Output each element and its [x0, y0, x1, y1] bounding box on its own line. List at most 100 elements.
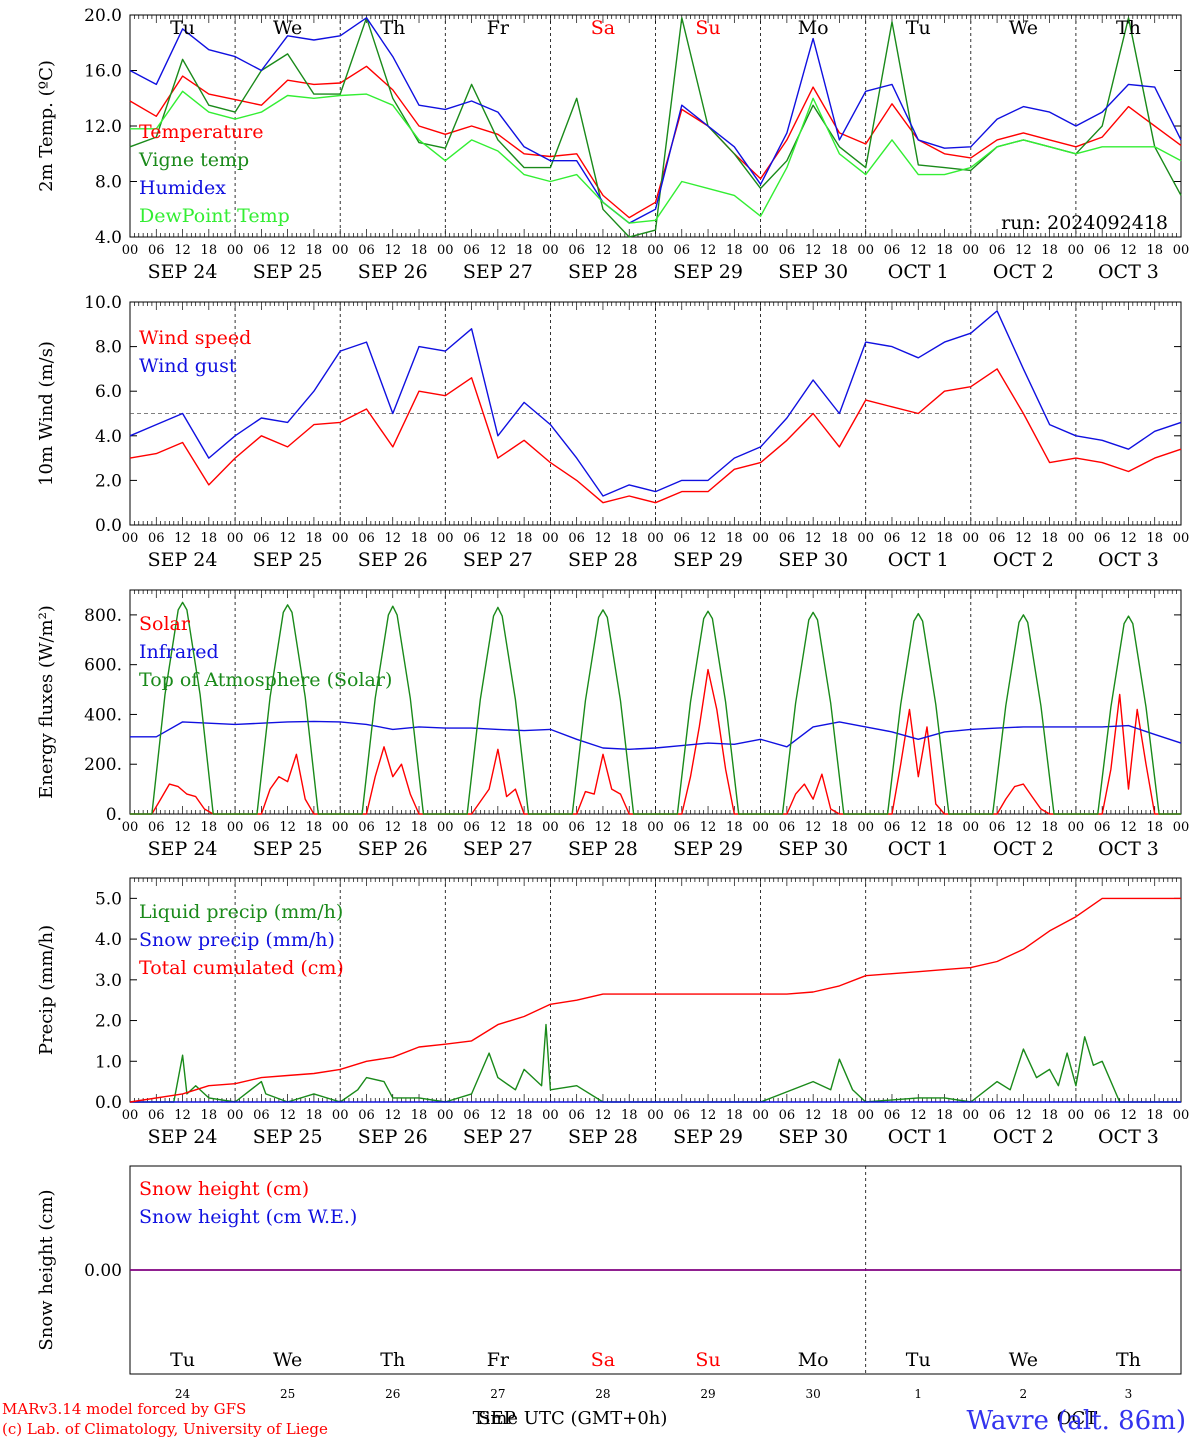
- hour-tick-label: 18: [201, 1108, 218, 1123]
- hour-tick-label: 12: [700, 243, 717, 258]
- weekday-label: Sa: [591, 17, 615, 39]
- hour-tick-label: 06: [1094, 820, 1111, 835]
- hour-tick-label: 12: [700, 1108, 717, 1123]
- hour-tick-label: 12: [1015, 243, 1032, 258]
- hour-tick-label: 00: [542, 1108, 559, 1123]
- legend-entry: Infrared: [139, 641, 219, 663]
- legend-entry: Wind gust: [139, 355, 237, 377]
- hour-tick-label: 12: [174, 243, 191, 258]
- y-axis-label: 2m Temp. (ºC): [36, 60, 57, 192]
- y-tick-label: 600.: [84, 656, 122, 676]
- series-line-wind-speed: [129, 368, 1182, 504]
- hour-tick-label: 12: [805, 1108, 822, 1123]
- hour-tick-label: 06: [358, 820, 375, 835]
- hour-tick-label: 12: [1120, 1108, 1137, 1123]
- legend-entry: Liquid precip (mm/h): [139, 901, 343, 923]
- y-tick-label: 1.0: [95, 1052, 122, 1072]
- date-tick-label: SEP 25: [253, 261, 323, 283]
- hour-tick-label: 12: [910, 1108, 927, 1123]
- date-tick-label: SEP 26: [358, 1126, 428, 1148]
- hour-tick-label: 06: [358, 531, 375, 546]
- hour-tick-label: 18: [726, 1108, 743, 1123]
- date-tick-label: SEP 29: [673, 838, 743, 860]
- y-axis-label: Snow height (cm): [36, 1189, 57, 1350]
- hour-tick-label: 00: [1173, 531, 1190, 546]
- hour-tick-label: 12: [910, 820, 927, 835]
- hour-tick-label: 00: [437, 243, 454, 258]
- weekday-label: Tu: [170, 17, 195, 39]
- hour-tick-label: 12: [1120, 243, 1137, 258]
- hour-tick-label: 00: [332, 531, 349, 546]
- hour-tick-label: 12: [384, 531, 401, 546]
- date-tick-label: SEP 26: [358, 261, 428, 283]
- hour-tick-label: 12: [279, 820, 296, 835]
- hour-tick-label: 12: [174, 1108, 191, 1123]
- hour-tick-label: 06: [463, 531, 480, 546]
- legend-entry: Top of Atmosphere (Solar): [139, 669, 392, 691]
- date-tick-label: SEP 27: [463, 549, 533, 571]
- weekday-label: Th: [380, 17, 405, 39]
- series-line-total-cumulated-cm: [129, 897, 1181, 1103]
- date-tick-label: SEP 28: [568, 261, 638, 283]
- hour-tick-label: 00: [647, 243, 664, 258]
- y-tick-label: 3.0: [95, 971, 122, 991]
- y-tick-label: 2.0: [95, 1012, 122, 1032]
- month-overlay-right: OCT: [1057, 1408, 1098, 1429]
- hour-tick-label: 18: [621, 243, 638, 258]
- hour-tick-label: 18: [831, 531, 848, 546]
- hour-tick-label: 06: [148, 243, 165, 258]
- y-axis-label: Energy fluxes (W/m²): [36, 605, 57, 799]
- hour-tick-label: 06: [779, 820, 796, 835]
- series-line-liquid-precip-mm-h: [130, 1023, 1181, 1103]
- panel-4: 00 06 12 18 00 06 12 18 00 06 12 18 00 06 12 18 00 06 12 18…: [36, 877, 1190, 1148]
- hour-tick-label: 18: [726, 531, 743, 546]
- hour-tick-label: 06: [779, 1108, 796, 1123]
- y-tick-label: 6.0: [95, 382, 122, 402]
- y-axis-label: Precip (mm/h): [36, 925, 57, 1055]
- hour-tick-label: 06: [989, 531, 1006, 546]
- legend-entry: Total cumulated (cm): [139, 957, 344, 979]
- hour-tick-label: 12: [595, 531, 612, 546]
- hour-tick-label: 00: [332, 1108, 349, 1123]
- hour-tick-label: 18: [1146, 243, 1163, 258]
- hour-tick-label: 18: [1041, 820, 1058, 835]
- hour-tick-label: 12: [174, 820, 191, 835]
- hour-tick-label: 06: [463, 243, 480, 258]
- hour-tick-label: 06: [1094, 531, 1111, 546]
- hour-tick-label: 12: [595, 820, 612, 835]
- hour-tick-label: 06: [253, 243, 270, 258]
- hour-tick-label: 00: [1173, 1108, 1190, 1123]
- y-tick-label: 4.0: [95, 228, 122, 248]
- hour-tick-label: 06: [674, 531, 691, 546]
- hour-tick-label: 12: [174, 531, 191, 546]
- hour-tick-label: 12: [805, 243, 822, 258]
- hour-tick-label: 12: [1120, 820, 1137, 835]
- hour-tick-label: 00: [1068, 1108, 1085, 1123]
- legend-entry: Snow height (cm W.E.): [139, 1206, 357, 1228]
- hour-tick-label: 12: [700, 820, 717, 835]
- hour-tick-label: 12: [805, 531, 822, 546]
- hour-tick-label: 06: [674, 1108, 691, 1123]
- day-number-label: 27: [490, 1387, 505, 1401]
- hour-tick-label: 12: [1015, 820, 1032, 835]
- date-tick-label: OCT 3: [1098, 1126, 1159, 1148]
- legend-entry: Solar: [139, 613, 191, 635]
- y-tick-label: 2.0: [95, 471, 122, 491]
- day-number-label: 1: [914, 1387, 922, 1401]
- hour-tick-label: 00: [332, 820, 349, 835]
- hour-tick-label: 12: [279, 243, 296, 258]
- date-tick-label: SEP 24: [148, 549, 218, 571]
- hour-tick-label: 06: [1094, 1108, 1111, 1123]
- hour-tick-label: 00: [122, 820, 139, 835]
- weekday-label: Mo: [798, 1349, 829, 1371]
- hour-tick-label: 12: [700, 531, 717, 546]
- hour-tick-label: 18: [201, 243, 218, 258]
- day-number-label: 28: [595, 1387, 610, 1401]
- hour-tick-label: 18: [516, 243, 533, 258]
- hour-tick-label: 18: [936, 531, 953, 546]
- hour-tick-label: 18: [831, 1108, 848, 1123]
- date-tick-label: SEP 24: [148, 838, 218, 860]
- hour-tick-label: 18: [1041, 243, 1058, 258]
- date-tick-label: SEP 29: [673, 1126, 743, 1148]
- date-tick-label: OCT 3: [1098, 549, 1159, 571]
